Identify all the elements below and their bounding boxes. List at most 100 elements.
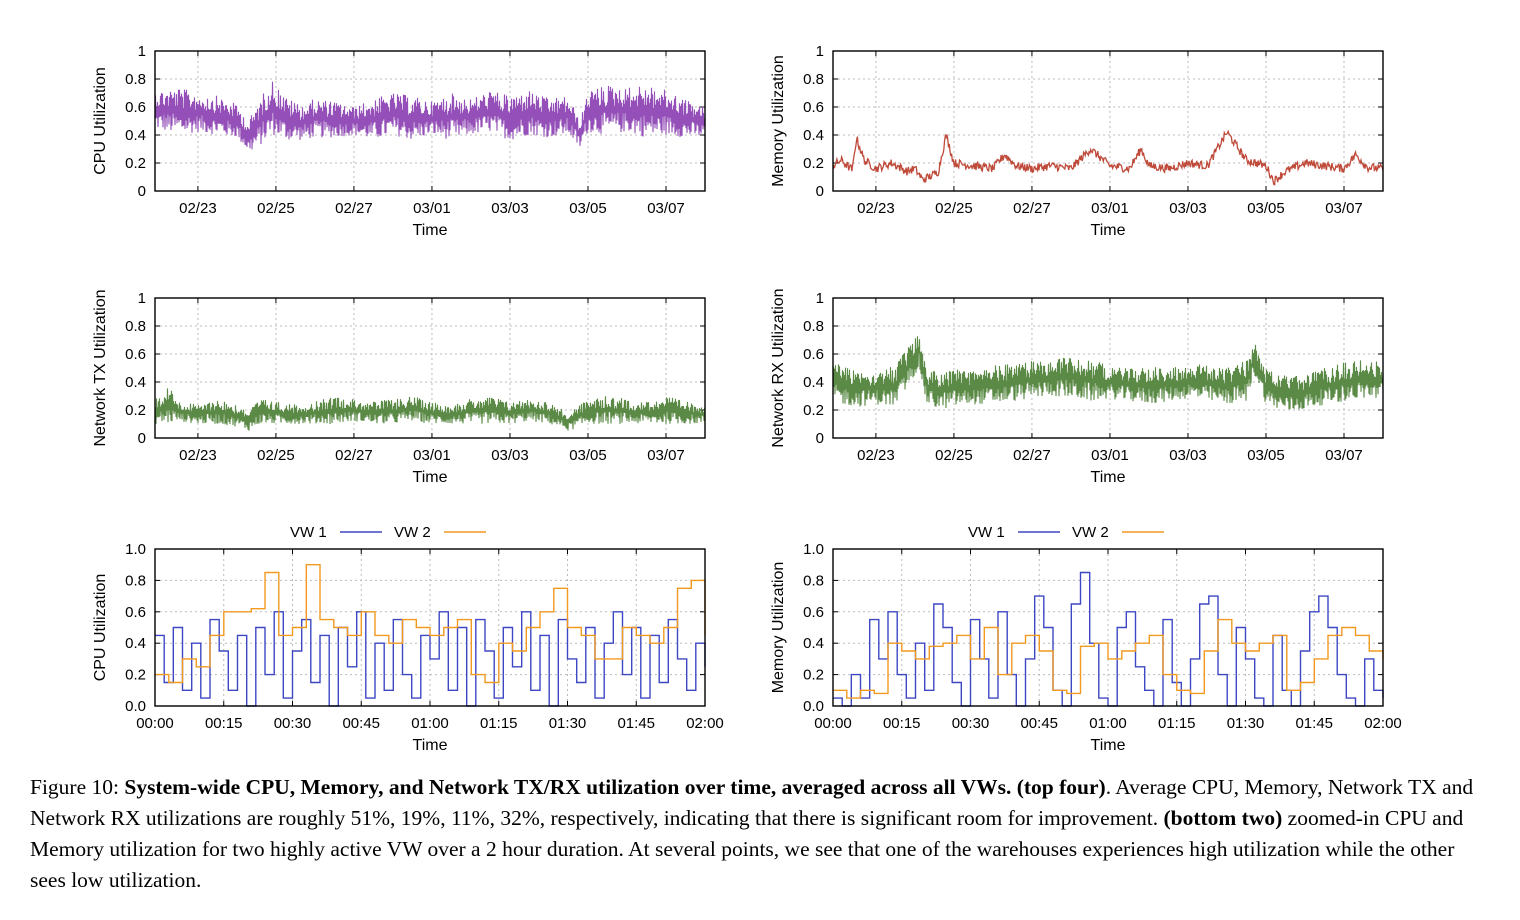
x-tick-label: 03/01 (413, 200, 451, 217)
x-tick-label: 02/25 (935, 200, 973, 217)
chart-tx: 0 0.2 0.4 0.6 0.8 1 02/23 02/25 02/27 03/01 03/03 0… (92, 289, 706, 486)
x-tick-label: 03/01 (413, 447, 451, 464)
y-axis-title: Network TX Utilization (92, 289, 109, 446)
x-tick-label: 00:45 (1020, 715, 1058, 732)
y-tick-label: 0.2 (125, 402, 146, 419)
chart-rx: 0 0.2 0.4 0.6 0.8 1 02/23 02/25 02/27 03/01 03/03 0… (770, 288, 1384, 486)
x-tick-label: 01:15 (480, 715, 518, 732)
x-tick-label: 02/23 (857, 447, 895, 464)
x-tick-label: 01:30 (1227, 715, 1265, 732)
x-tick-label: 03/05 (1247, 447, 1285, 464)
x-tick-label: 03/07 (647, 200, 685, 217)
y-tick-label: 0.6 (125, 346, 146, 363)
x-tick-label: 03/07 (1325, 200, 1363, 217)
y-tick-label: 0.6 (803, 99, 824, 116)
x-tick-label: 01:45 (617, 715, 655, 732)
x-tick-label: 02/25 (257, 447, 295, 464)
x-tick-label: 02/27 (1013, 447, 1051, 464)
y-tick-label: 0.2 (125, 155, 146, 172)
caption-bold-bottom: (bottom two) (1163, 806, 1283, 830)
x-tick-label: 03/07 (647, 447, 685, 464)
chart-cpu: 0 0.2 0.4 0.6 0.8 1 02/23 02/25 02/27 03/01 03/03 0… (92, 43, 706, 239)
y-tick-label: 0.4 (803, 635, 824, 652)
y-tick-label: 1.0 (125, 541, 146, 558)
caption-text-1: . Average CPU, Memory, Network TX and Ne… (30, 775, 1474, 830)
x-tick-label: 03/03 (491, 447, 529, 464)
y-axis-title: Memory Utilization (770, 55, 787, 187)
x-tick-label: 00:00 (814, 715, 852, 732)
x-tick-label: 03/01 (1091, 200, 1129, 217)
x-tick-label: 02/27 (1013, 200, 1051, 217)
series-rx-0 (832, 336, 1384, 410)
y-tick-label: 1 (138, 290, 146, 307)
x-tick-label: 02/27 (335, 447, 373, 464)
x-tick-label: 00:15 (205, 715, 243, 732)
chart-zcpu: 0.0 0.2 0.4 0.6 0.8 1.0 00:00 00:15 00:30 00:45 01… (92, 524, 724, 754)
x-tick-label: 03/03 (491, 200, 529, 217)
x-tick-label: 00:00 (136, 715, 174, 732)
caption-text-2: zoomed-in CPU and Memory utilization for… (30, 806, 1464, 892)
y-tick-label: 0.8 (125, 71, 146, 88)
y-tick-label: 0 (816, 183, 824, 200)
x-axis-title: Time (1091, 737, 1126, 754)
y-tick-label: 0.2 (803, 155, 824, 172)
y-tick-label: 1 (816, 290, 824, 307)
y-tick-label: 0.6 (125, 99, 146, 116)
legend-label-1: VW 2 (1072, 524, 1109, 541)
x-tick-label: 02/23 (179, 200, 217, 217)
x-tick-label: 02:00 (1364, 715, 1402, 732)
y-tick-label: 0.4 (125, 374, 146, 391)
series-zcpu-vw-2 (155, 564, 706, 684)
plot-frame (154, 548, 706, 707)
x-tick-label: 03/05 (569, 447, 607, 464)
series-cpu-0 (154, 81, 706, 150)
series-zmem-vw-2 (833, 618, 1384, 699)
x-axis-title: Time (413, 469, 448, 486)
legend-label-0: VW 1 (290, 524, 327, 541)
x-tick-label: 00:15 (883, 715, 921, 732)
x-tick-label: 02/25 (935, 447, 973, 464)
y-axis-title: CPU Utilization (92, 574, 109, 682)
y-tick-label: 0.6 (803, 604, 824, 621)
chart-mem: 0 0.2 0.4 0.6 0.8 1 02/23 02/25 02/27 03/01 03/03 0… (770, 43, 1384, 239)
y-tick-label: 0.2 (125, 667, 146, 684)
x-tick-label: 02/23 (179, 447, 217, 464)
y-tick-label: 1.0 (803, 541, 824, 558)
caption-prefix: Figure 10: (30, 775, 125, 799)
y-tick-label: 0 (138, 430, 146, 447)
plot-frame (154, 50, 706, 192)
x-tick-label: 01:45 (1295, 715, 1333, 732)
series-mem-0 (832, 129, 1384, 186)
x-axis-title: Time (1091, 222, 1126, 239)
x-tick-label: 02/27 (335, 200, 373, 217)
y-tick-label: 0.4 (125, 635, 146, 652)
y-axis-title: CPU Utilization (92, 67, 109, 175)
x-tick-label: 01:30 (549, 715, 587, 732)
plot-frame (832, 50, 1384, 192)
x-axis-title: Time (413, 737, 448, 754)
legend-label-0: VW 1 (968, 524, 1005, 541)
y-axis-title: Network RX Utilization (770, 288, 787, 447)
y-tick-label: 0 (138, 183, 146, 200)
y-tick-label: 0.0 (125, 698, 146, 715)
y-tick-label: 0.8 (125, 572, 146, 589)
x-tick-label: 00:45 (342, 715, 380, 732)
x-tick-label: 00:30 (952, 715, 990, 732)
y-tick-label: 0.2 (803, 667, 824, 684)
y-axis-title: Memory Utilization (770, 562, 787, 694)
y-tick-label: 0.4 (803, 374, 824, 391)
x-axis-title: Time (1091, 469, 1126, 486)
y-tick-label: 0.4 (803, 127, 824, 144)
y-tick-label: 0.8 (803, 318, 824, 335)
y-tick-label: 0 (816, 430, 824, 447)
chart-zmem: 0.0 0.2 0.4 0.6 0.8 1.0 00:00 00:15 00:30 00:45 01… (770, 524, 1402, 754)
x-tick-label: 01:00 (411, 715, 449, 732)
y-tick-label: 0.6 (803, 346, 824, 363)
x-tick-label: 01:15 (1158, 715, 1196, 732)
x-tick-label: 03/07 (1325, 447, 1363, 464)
y-tick-label: 1 (138, 43, 146, 60)
figure-panels: 0 0.2 0.4 0.6 0.8 1 02/23 02/25 02/27 03/01 03/03 0… (92, 43, 1402, 754)
x-tick-label: 02/23 (857, 200, 895, 217)
x-axis-title: Time (413, 222, 448, 239)
x-tick-label: 03/05 (1247, 200, 1285, 217)
